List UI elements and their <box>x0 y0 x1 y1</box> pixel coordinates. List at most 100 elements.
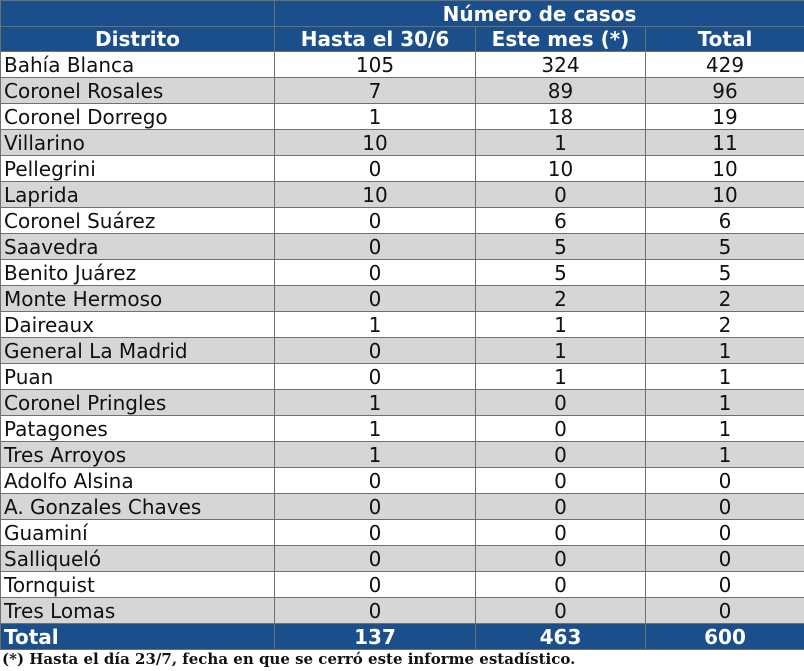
cell-distrito: A. Gonzales Chaves <box>0 493 275 520</box>
cell-distrito: Patagones <box>0 415 275 442</box>
cell-mes: 2 <box>475 285 646 312</box>
cell-hasta: 0 <box>274 337 476 364</box>
cell-total: 1 <box>644 337 804 364</box>
cell-total: 429 <box>644 51 804 78</box>
cell-total: 10 <box>644 181 804 208</box>
cell-distrito: Coronel Pringles <box>0 389 275 416</box>
cell-total: 1 <box>644 415 804 442</box>
cell-total: 1 <box>644 389 804 416</box>
cell-mes: 0 <box>475 467 646 494</box>
cell-total: 0 <box>644 519 804 546</box>
cell-distrito: Monte Hermoso <box>0 285 275 312</box>
footnote: (*) Hasta el día 23/7, fecha en que se c… <box>2 650 576 668</box>
cell-mes: 0 <box>475 441 646 468</box>
table-row: Tres Lomas 0 0 0 <box>0 597 804 624</box>
cell-mes: 0 <box>475 571 646 598</box>
cell-hasta: 0 <box>274 207 476 234</box>
cell-distrito: Coronel Suárez <box>0 207 275 234</box>
cell-hasta: 0 <box>274 571 476 598</box>
cell-total: 0 <box>644 571 804 598</box>
cell-hasta: 0 <box>274 259 476 286</box>
cell-mes: 5 <box>475 233 646 260</box>
table-row: Saavedra 0 5 5 <box>0 233 804 260</box>
table-row: Pellegrini 0 10 10 <box>0 155 804 182</box>
cell-hasta: 1 <box>274 389 476 416</box>
table-row: Coronel Rosales 7 89 96 <box>0 77 804 104</box>
cell-mes: 1 <box>475 363 646 390</box>
table-row: Coronel Dorrego 1 18 19 <box>0 103 804 130</box>
total-hasta: 137 <box>274 623 476 650</box>
table-row: Laprida 10 0 10 <box>0 181 804 208</box>
cell-total: 1 <box>644 363 804 390</box>
total-row: Total 137 463 600 <box>0 623 804 650</box>
table-row: Benito Juárez 0 5 5 <box>0 259 804 286</box>
cell-distrito: Daireaux <box>0 311 275 338</box>
table-row: General La Madrid 0 1 1 <box>0 337 804 364</box>
cell-distrito: Guaminí <box>0 519 275 546</box>
table-row: Salliqueló 0 0 0 <box>0 545 804 572</box>
cell-hasta: 0 <box>274 467 476 494</box>
total-label: Total <box>0 623 275 650</box>
column-header-total: Total <box>644 26 804 52</box>
cell-total: 5 <box>644 259 804 286</box>
cell-hasta: 0 <box>274 545 476 572</box>
table-row: Puan 0 1 1 <box>0 363 804 390</box>
table-row: Adolfo Alsina 0 0 0 <box>0 467 804 494</box>
cell-total: 96 <box>644 77 804 104</box>
cell-hasta: 1 <box>274 311 476 338</box>
cell-total: 0 <box>644 493 804 520</box>
cell-mes: 0 <box>475 415 646 442</box>
table-row: Tornquist 0 0 0 <box>0 571 804 598</box>
cell-distrito: Benito Juárez <box>0 259 275 286</box>
cell-distrito: Saavedra <box>0 233 275 260</box>
cell-hasta: 0 <box>274 597 476 624</box>
cell-mes: 18 <box>475 103 646 130</box>
group-header-row: Número de casos <box>0 0 804 27</box>
table-row: Villarino 10 1 11 <box>0 129 804 156</box>
cell-distrito: General La Madrid <box>0 337 275 364</box>
cell-mes: 0 <box>475 493 646 520</box>
cell-hasta: 1 <box>274 103 476 130</box>
cell-total: 10 <box>644 155 804 182</box>
table-row: Daireaux 1 1 2 <box>0 311 804 338</box>
table-row: Guaminí 0 0 0 <box>0 519 804 546</box>
table-row: A. Gonzales Chaves 0 0 0 <box>0 493 804 520</box>
total-mes: 463 <box>475 623 646 650</box>
cell-mes: 324 <box>475 51 646 78</box>
cell-hasta: 0 <box>274 155 476 182</box>
cell-mes: 89 <box>475 77 646 104</box>
cell-total: 19 <box>644 103 804 130</box>
cell-total: 2 <box>644 311 804 338</box>
cell-total: 6 <box>644 207 804 234</box>
cell-mes: 0 <box>475 597 646 624</box>
cell-mes: 5 <box>475 259 646 286</box>
cell-hasta: 0 <box>274 285 476 312</box>
cell-hasta: 0 <box>274 493 476 520</box>
cell-total: 0 <box>644 545 804 572</box>
cell-hasta: 0 <box>274 363 476 390</box>
cell-distrito: Coronel Dorrego <box>0 103 275 130</box>
cell-total: 11 <box>644 129 804 156</box>
table-row: Coronel Suárez 0 6 6 <box>0 207 804 234</box>
cell-total: 1 <box>644 441 804 468</box>
cell-hasta: 10 <box>274 129 476 156</box>
column-header-hasta: Hasta el 30/6 <box>274 26 476 52</box>
cell-hasta: 10 <box>274 181 476 208</box>
cell-hasta: 1 <box>274 415 476 442</box>
cell-mes: 1 <box>475 129 646 156</box>
cell-distrito: Pellegrini <box>0 155 275 182</box>
cell-hasta: 0 <box>274 519 476 546</box>
table-row: Bahía Blanca 105 324 429 <box>0 51 804 78</box>
cell-mes: 1 <box>475 337 646 364</box>
cell-distrito: Puan <box>0 363 275 390</box>
cell-mes: 1 <box>475 311 646 338</box>
cell-hasta: 1 <box>274 441 476 468</box>
table-row: Coronel Pringles 1 0 1 <box>0 389 804 416</box>
cell-hasta: 105 <box>274 51 476 78</box>
cell-mes: 0 <box>475 181 646 208</box>
cell-mes: 10 <box>475 155 646 182</box>
cell-mes: 0 <box>475 545 646 572</box>
cell-distrito: Adolfo Alsina <box>0 467 275 494</box>
cell-mes: 6 <box>475 207 646 234</box>
